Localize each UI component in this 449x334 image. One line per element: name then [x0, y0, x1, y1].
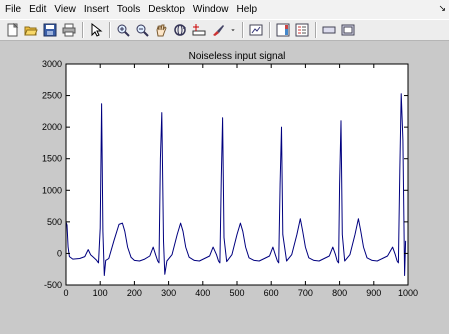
x-tick-label: 0 — [63, 288, 68, 298]
brush-dropdown-icon[interactable] — [229, 22, 237, 38]
menu-item-help[interactable]: Help — [236, 4, 258, 15]
y-tick-label: 1500 — [42, 154, 62, 164]
x-tick-label: 900 — [366, 288, 381, 298]
y-tick-label: 500 — [47, 217, 62, 227]
pan-icon[interactable] — [153, 22, 169, 38]
y-tick-label: 2500 — [42, 91, 62, 101]
y-tick-label: 0 — [57, 248, 62, 258]
menu-item-edit[interactable]: Edit — [29, 4, 47, 15]
legend-icon[interactable] — [294, 22, 310, 38]
rotate-3d-icon[interactable] — [172, 22, 188, 38]
print-icon[interactable] — [61, 22, 77, 38]
open-file-icon[interactable] — [23, 22, 39, 38]
axes-background[interactable] — [66, 64, 408, 285]
x-tick-label: 1000 — [398, 288, 418, 298]
brush-icon[interactable] — [210, 22, 226, 38]
show-plot-tools-icon[interactable] — [340, 22, 356, 38]
toolbar-separator — [109, 22, 111, 38]
chart-title: Noiseless input signal — [189, 51, 286, 62]
x-tick-label: 100 — [93, 288, 108, 298]
toolbar-separator — [82, 22, 84, 38]
toolbar-separator — [242, 22, 244, 38]
figure-toolbar — [0, 19, 449, 41]
plot-canvas: 0 100 200 300 400 500 600 700 800 900 1000-5000500… — [42, 51, 418, 298]
x-tick-label: 500 — [229, 288, 244, 298]
menu-item-file[interactable]: File — [5, 4, 22, 15]
x-tick-label: 200 — [127, 288, 142, 298]
edit-plot-icon[interactable] — [88, 22, 104, 38]
figure-area: 0 100 200 300 400 500 600 700 800 900 1000 -500 0 500… — [0, 41, 449, 334]
x-tick-label: 300 — [161, 288, 176, 298]
new-figure-icon[interactable] — [4, 22, 20, 38]
colorbar-icon[interactable] — [275, 22, 291, 38]
menu-item-desktop[interactable]: Desktop — [148, 4, 185, 15]
signal-line-series — [65, 93, 407, 276]
data-cursor-icon[interactable] — [191, 22, 207, 38]
y-tick-label: -500 — [44, 280, 62, 290]
x-tick-label: 800 — [332, 288, 347, 298]
link-plot-icon[interactable] — [248, 22, 264, 38]
zoom-in-icon[interactable] — [115, 22, 131, 38]
toolbar-separator — [315, 22, 317, 38]
menu-item-window[interactable]: Window — [192, 4, 229, 15]
dock-arrow-icon[interactable]: ↘ — [438, 3, 446, 13]
menu-item-insert[interactable]: Insert — [83, 4, 109, 15]
x-tick-label: 600 — [264, 288, 279, 298]
y-tick-label: 3000 — [42, 59, 62, 69]
menu-item-tools[interactable]: Tools — [116, 4, 141, 15]
menu-item-view[interactable]: View — [54, 4, 76, 15]
y-tick-label: 1000 — [42, 185, 62, 195]
toolbar-separator — [269, 22, 271, 38]
save-icon[interactable] — [42, 22, 58, 38]
y-tick-label: 2000 — [42, 122, 62, 132]
hide-plot-tools-icon[interactable] — [321, 22, 337, 38]
zoom-out-icon[interactable] — [134, 22, 150, 38]
x-tick-label: 400 — [195, 288, 210, 298]
x-tick-label: 700 — [298, 288, 313, 298]
menu-bar: File Edit View Insert Tools Desktop Window Help… — [0, 0, 449, 19]
